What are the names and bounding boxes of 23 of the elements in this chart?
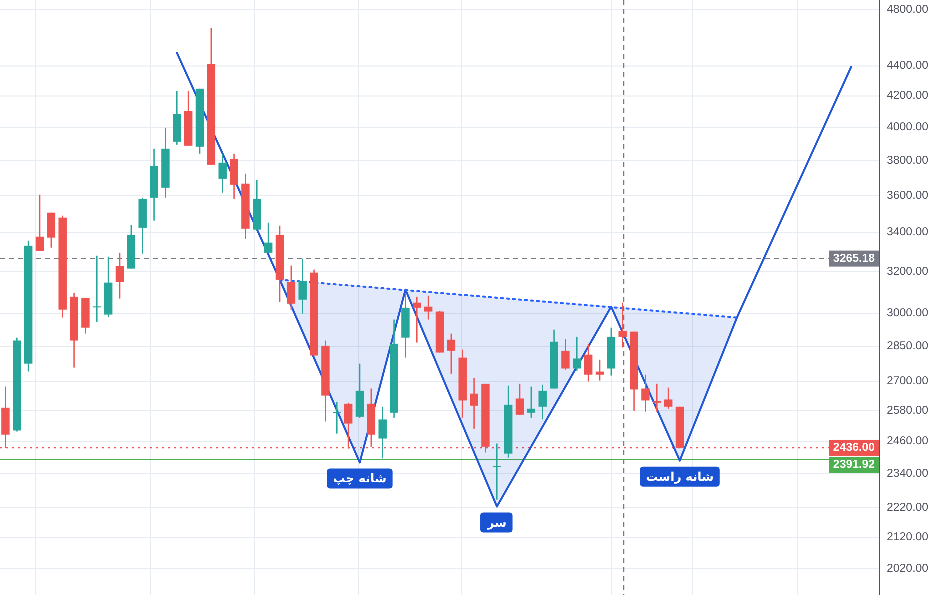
y-tick-label: 3800.00 (887, 154, 929, 167)
y-tick-label: 4200.00 (887, 90, 929, 102)
y-tick-label: 2120.00 (887, 532, 929, 544)
ref-line-label: 2391.92 (833, 458, 875, 471)
data-label: شانه راست (646, 470, 714, 484)
y-tick-label: 2460.00 (887, 436, 929, 448)
y-tick-label: 2020.00 (887, 562, 929, 575)
y-tick-label: 2700.00 (887, 376, 929, 388)
y-tick-label: 3400.00 (887, 226, 929, 239)
data-label: سر (486, 516, 507, 530)
y-tick-label: 4400.00 (887, 60, 929, 72)
y-tick-label: 3200.00 (887, 266, 929, 278)
ref-line-label: 3265.18 (833, 252, 876, 265)
y-tick-label: 4800.00 (887, 4, 929, 16)
y-tick-label: 3000.00 (887, 308, 929, 320)
y-tick-label: 2340.00 (887, 468, 929, 480)
y-tick-label: 2220.00 (887, 502, 929, 514)
ref-line-label: 2436.00 (833, 442, 875, 454)
y-tick-label: 3600.00 (887, 190, 929, 202)
y-tick-label: 2850.00 (887, 340, 929, 353)
y-tick-label: 2580.00 (887, 404, 929, 417)
y-tick-label: 4000.00 (887, 122, 929, 134)
data-label: شانه چپ (333, 472, 387, 486)
